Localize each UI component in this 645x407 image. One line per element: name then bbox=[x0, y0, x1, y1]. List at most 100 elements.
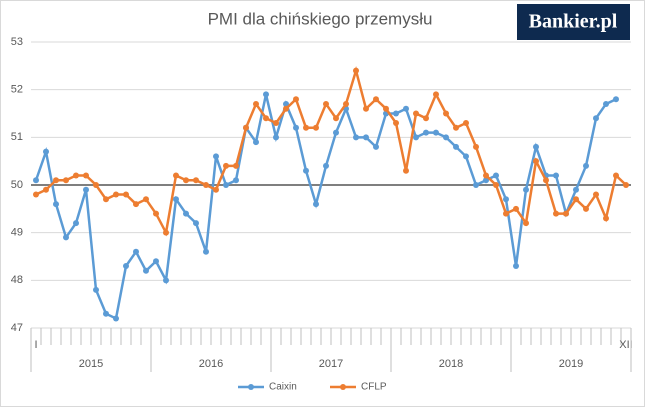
data-point bbox=[513, 205, 519, 212]
data-point bbox=[273, 134, 279, 141]
data-point bbox=[83, 172, 89, 179]
data-point bbox=[173, 196, 179, 203]
data-point bbox=[523, 220, 529, 227]
data-point bbox=[623, 182, 629, 188]
data-point bbox=[73, 172, 79, 179]
data-point bbox=[533, 143, 539, 150]
data-point bbox=[283, 105, 289, 112]
data-point bbox=[183, 210, 189, 217]
data-point bbox=[133, 248, 139, 255]
data-point bbox=[413, 134, 419, 141]
legend-marker bbox=[340, 384, 346, 390]
year-label: 2019 bbox=[559, 358, 583, 370]
data-point bbox=[153, 258, 159, 265]
data-point bbox=[253, 100, 259, 107]
y-tick-label: 49 bbox=[11, 227, 23, 239]
data-point bbox=[433, 91, 439, 98]
data-point bbox=[233, 177, 239, 184]
data-point bbox=[213, 186, 219, 193]
year-label: 2017 bbox=[319, 358, 343, 370]
data-point bbox=[273, 120, 279, 127]
y-tick-label: 50 bbox=[11, 179, 23, 191]
chart-title: PMI dla chińskiego przemysłu bbox=[208, 9, 433, 28]
data-point bbox=[553, 172, 559, 179]
data-point bbox=[73, 220, 79, 227]
data-point bbox=[373, 96, 379, 103]
data-point bbox=[353, 67, 359, 74]
data-point bbox=[113, 315, 119, 322]
legend-label: Caixin bbox=[269, 382, 297, 393]
data-point bbox=[123, 191, 129, 198]
data-point bbox=[413, 110, 419, 117]
data-point bbox=[303, 124, 309, 131]
data-point bbox=[173, 172, 179, 179]
data-point bbox=[313, 201, 319, 208]
logo: Bankier.pl bbox=[529, 11, 618, 33]
data-point bbox=[423, 129, 429, 136]
data-point bbox=[223, 182, 229, 188]
data-point bbox=[203, 248, 209, 255]
data-point bbox=[463, 120, 469, 127]
data-point bbox=[483, 172, 489, 179]
data-point bbox=[593, 191, 599, 198]
data-point bbox=[323, 100, 329, 107]
data-point bbox=[493, 172, 499, 179]
year-label: 2015 bbox=[79, 358, 103, 370]
data-point bbox=[473, 143, 479, 150]
data-point bbox=[513, 263, 519, 270]
data-point bbox=[53, 201, 59, 208]
data-point bbox=[63, 234, 69, 241]
data-point bbox=[533, 158, 539, 165]
legend-marker bbox=[248, 384, 254, 390]
data-point bbox=[543, 177, 549, 184]
data-point bbox=[313, 124, 319, 131]
data-point bbox=[613, 96, 619, 103]
legend-label: CFLP bbox=[361, 382, 387, 393]
data-point bbox=[183, 177, 189, 184]
data-point bbox=[193, 177, 199, 184]
data-point bbox=[573, 196, 579, 203]
data-point bbox=[163, 229, 169, 236]
data-point bbox=[63, 177, 69, 184]
data-point bbox=[333, 115, 339, 122]
data-point bbox=[293, 124, 299, 131]
data-point bbox=[243, 124, 249, 131]
data-point bbox=[333, 129, 339, 136]
y-tick-label: 47 bbox=[11, 322, 23, 334]
data-point bbox=[303, 167, 309, 174]
data-point bbox=[93, 286, 99, 293]
data-point bbox=[523, 186, 529, 193]
data-point bbox=[203, 182, 209, 188]
data-point bbox=[153, 210, 159, 217]
data-point bbox=[223, 162, 229, 169]
data-point bbox=[213, 153, 219, 160]
data-point bbox=[353, 134, 359, 141]
y-tick-label: 48 bbox=[11, 274, 23, 286]
data-point bbox=[43, 148, 49, 155]
data-point bbox=[453, 124, 459, 131]
data-point bbox=[263, 115, 269, 122]
data-point bbox=[443, 134, 449, 141]
data-point bbox=[473, 182, 479, 188]
data-point bbox=[553, 210, 559, 217]
data-point bbox=[323, 162, 329, 169]
data-point bbox=[253, 139, 259, 146]
data-point bbox=[113, 191, 119, 198]
data-point bbox=[93, 182, 99, 188]
data-point bbox=[33, 177, 39, 184]
logo-box bbox=[517, 4, 630, 40]
data-point bbox=[393, 110, 399, 117]
year-label: 2016 bbox=[199, 358, 223, 370]
data-point bbox=[403, 167, 409, 174]
data-point bbox=[43, 186, 49, 193]
data-point bbox=[133, 201, 139, 208]
data-point bbox=[483, 177, 489, 184]
data-point bbox=[603, 100, 609, 107]
data-point bbox=[463, 153, 469, 160]
y-tick-label: 52 bbox=[11, 84, 23, 96]
y-tick-label: 53 bbox=[11, 36, 23, 48]
data-point bbox=[453, 143, 459, 150]
data-point bbox=[143, 196, 149, 203]
year-label: 2018 bbox=[439, 358, 463, 370]
